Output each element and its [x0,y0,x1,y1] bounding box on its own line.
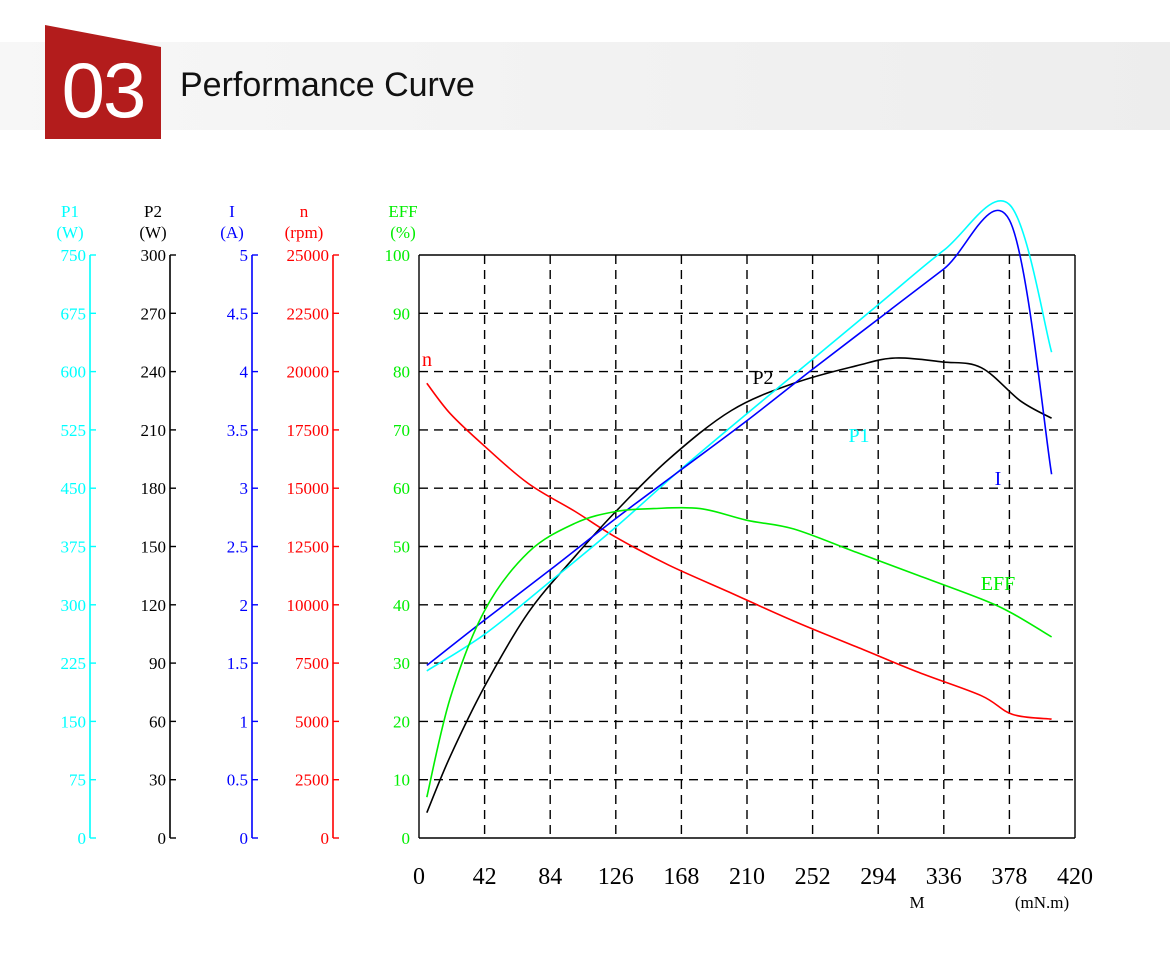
axis-unit-i: (A) [220,223,244,242]
axis-tick-label-i: 0 [240,829,249,848]
eff-tick-label: 30 [393,654,410,673]
eff-tick-label: 60 [393,479,410,498]
axis-tick-label-i: 1.5 [227,654,248,673]
axis-unit-p2: (W) [139,223,166,242]
series-line-p2 [426,357,1052,814]
x-axis-unit: (mN.m) [1015,893,1069,912]
axis-tick-label-p2: 120 [141,596,167,615]
axis-unit-eff: (%) [390,223,415,242]
x-tick-label: 168 [663,864,699,890]
section-number: 03 [61,46,147,134]
badge-shape [45,25,161,139]
axis-tick-label-p2: 90 [149,654,166,673]
eff-tick-label: 80 [393,363,410,382]
axis-tick-label-n: 17500 [287,421,330,440]
eff-tick-label: 40 [393,596,410,615]
series-label-n: n [422,349,432,371]
axis-tick-label-i: 4.5 [227,304,248,323]
axis-tick-label-p2: 60 [149,712,166,731]
axis-tick-label-n: 20000 [287,363,330,382]
eff-tick-label: 50 [393,538,410,557]
x-tick-label: 210 [729,864,765,890]
axis-tick-label-n: 10000 [287,596,330,615]
axis-tick-label-p2: 0 [158,829,167,848]
axis-tick-label-p2: 300 [141,246,167,265]
axis-title-p2: P2 [144,202,162,221]
x-axis-label: M [909,893,924,912]
series-line-eff [426,506,1053,798]
x-tick-label: 336 [926,864,962,890]
axis-tick-label-n: 2500 [295,771,329,790]
series-line-n [426,382,1052,720]
axis-tick-label-p1: 0 [78,829,87,848]
axis-unit-n: (rpm) [285,223,324,242]
axis-tick-label-i: 3 [240,479,249,498]
axis-title-n: n [300,202,309,221]
axis-tick-label-i: 1 [240,712,249,731]
axis-tick-label-p2: 150 [141,538,167,557]
axis-tick-label-n: 15000 [287,479,330,498]
axis-title-i: I [229,202,235,221]
axis-tick-label-n: 25000 [287,246,330,265]
eff-tick-label: 10 [393,771,410,790]
axis-tick-label-i: 2 [240,596,249,615]
axis-title-p1: P1 [61,202,79,221]
series-label-i: I [995,468,1002,490]
page-title: Performance Curve [180,66,475,104]
eff-tick-label: 20 [393,712,410,731]
axis-tick-label-p1: 150 [61,712,87,731]
eff-tick-label: 90 [393,304,410,323]
axis-tick-label-p2: 180 [141,479,167,498]
series-label-eff: EFF [981,573,1015,595]
axis-tick-label-i: 5 [240,246,249,265]
x-tick-label: 294 [860,864,896,890]
axis-tick-label-p2: 30 [149,771,166,790]
axis-tick-label-n: 5000 [295,712,329,731]
header-bar [0,42,1170,130]
axis-tick-label-p2: 270 [141,304,167,323]
x-tick-label: 84 [538,864,562,890]
axis-tick-label-p1: 225 [61,654,87,673]
axis-tick-label-n: 0 [321,829,330,848]
x-tick-label: 252 [795,864,831,890]
axis-unit-p1: (W) [56,223,83,242]
axis-tick-label-p1: 450 [61,479,87,498]
axis-tick-label-p1: 525 [61,421,87,440]
eff-tick-label: 100 [385,246,411,265]
series-label-p2: P2 [752,367,773,389]
axis-tick-label-i: 4 [240,363,249,382]
series-label-p1: P1 [848,425,869,447]
axis-tick-label-n: 22500 [287,304,330,323]
x-tick-label: 42 [473,864,497,890]
section-number-badge: 03 [45,25,161,139]
axis-tick-label-p1: 300 [61,596,87,615]
axis-tick-label-p1: 600 [61,363,87,382]
axis-tick-label-i: 0.5 [227,771,248,790]
axis-tick-label-i: 2.5 [227,538,248,557]
axis-tick-label-p2: 240 [141,363,167,382]
axis-tick-label-p1: 675 [61,304,87,323]
series-line-i [426,209,1053,667]
axis-tick-label-n: 7500 [295,654,329,673]
axis-tick-label-p1: 75 [69,771,86,790]
x-tick-label: 378 [991,864,1027,890]
x-tick-label: 0 [413,864,425,890]
axis-tick-label-p1: 750 [61,246,87,265]
eff-tick-label: 0 [402,829,411,848]
x-tick-label: 420 [1057,864,1093,890]
series-line-p1 [426,200,1053,672]
axis-title-eff: EFF [388,202,417,221]
axis-tick-label-p2: 210 [141,421,167,440]
eff-tick-label: 70 [393,421,410,440]
axis-tick-label-n: 12500 [287,538,330,557]
x-tick-label: 126 [598,864,634,890]
axis-tick-label-i: 3.5 [227,421,248,440]
axis-tick-label-p1: 375 [61,538,87,557]
